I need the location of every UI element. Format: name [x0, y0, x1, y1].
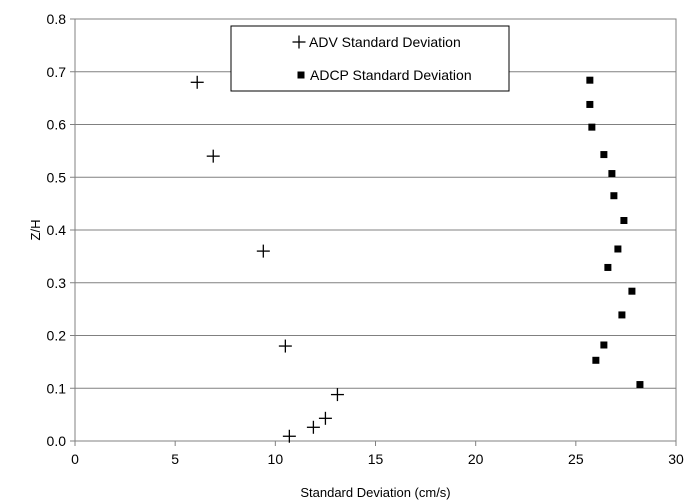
- y-tick-label: 0.6: [47, 117, 67, 133]
- legend: ADV Standard Deviation ADCP Standard Dev…: [230, 25, 510, 92]
- data-point-adcp: [618, 311, 626, 319]
- data-point-adv: [190, 75, 204, 89]
- data-point-adv: [206, 149, 220, 163]
- data-point-adcp: [586, 76, 594, 84]
- data-point-adcp: [614, 245, 622, 253]
- y-tick-label: 0.4: [47, 222, 67, 238]
- x-tick-label: 30: [668, 451, 684, 467]
- data-point-adv: [318, 411, 332, 425]
- legend-box: [230, 25, 510, 92]
- x-tick-label: 15: [368, 451, 384, 467]
- y-tick-label: 0.1: [47, 380, 67, 396]
- data-point-adcp: [600, 151, 608, 159]
- legend-plus-marker: [292, 35, 306, 49]
- data-point-adcp: [620, 217, 628, 225]
- y-axis-ticks: 0.0 0.1 0.2 0.3 0.4 0.5 0.6 0.7 0.8: [47, 11, 75, 449]
- data-points: [190, 75, 644, 443]
- data-point-adcp: [610, 192, 618, 200]
- data-point-adv: [330, 388, 344, 402]
- data-point-adcp: [600, 341, 608, 349]
- data-point-adv: [282, 429, 296, 443]
- data-point-adcp: [592, 356, 600, 364]
- gridlines: [75, 71, 676, 389]
- data-point-adcp: [586, 100, 594, 108]
- data-point-adcp: [628, 287, 636, 295]
- legend-label-adv: ADV Standard Deviation: [309, 34, 461, 50]
- x-tick-label: 5: [171, 451, 179, 467]
- data-point-adv: [306, 420, 320, 434]
- legend-symbol-adcp: [297, 71, 305, 79]
- x-tick-label: 0: [71, 451, 79, 467]
- x-axis-ticks: 0 5 10 15 20 25 30: [71, 441, 684, 467]
- data-point-adv: [256, 244, 270, 258]
- y-tick-label: 0.3: [47, 275, 67, 291]
- legend-label-adcp: ADCP Standard Deviation: [310, 67, 472, 83]
- y-tick-label: 0.8: [47, 11, 67, 27]
- x-tick-label: 20: [468, 451, 484, 467]
- data-point-adcp: [636, 381, 644, 389]
- y-axis-title: Z/H: [28, 220, 43, 241]
- x-axis-title: Standard Deviation (cm/s): [300, 485, 450, 500]
- y-tick-label: 0.0: [47, 433, 67, 449]
- data-point-adcp: [588, 123, 596, 131]
- x-tick-label: 25: [568, 451, 584, 467]
- data-point-adv: [278, 339, 292, 353]
- legend-square-marker: [297, 71, 305, 79]
- data-point-adcp: [608, 170, 616, 178]
- legend-symbol-adv: [292, 35, 306, 49]
- data-point-adcp: [604, 263, 612, 271]
- y-tick-label: 0.2: [47, 328, 67, 344]
- y-tick-label: 0.7: [47, 64, 67, 80]
- x-tick-label: 10: [268, 451, 284, 467]
- y-tick-label: 0.5: [47, 169, 67, 185]
